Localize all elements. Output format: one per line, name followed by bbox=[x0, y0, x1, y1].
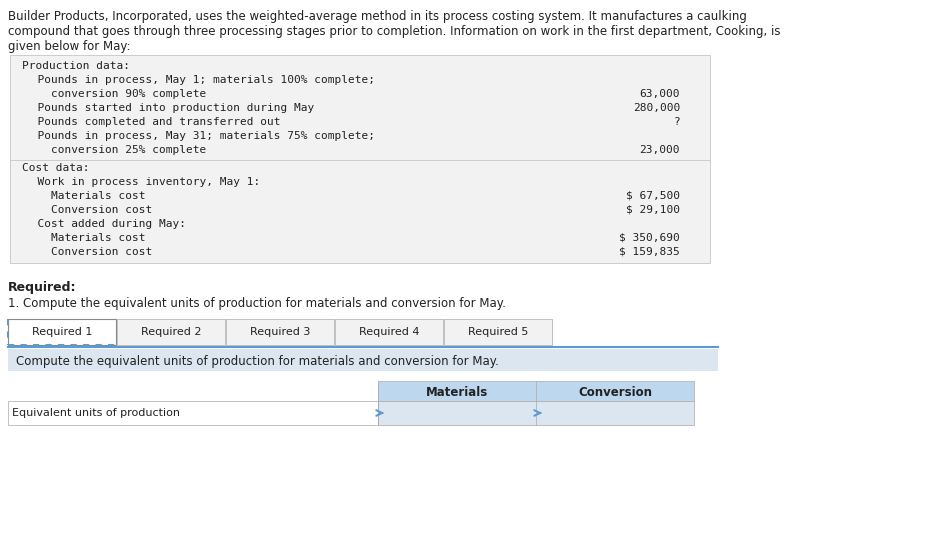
Text: Required 5: Required 5 bbox=[468, 327, 529, 337]
Text: $ 350,690: $ 350,690 bbox=[619, 233, 680, 243]
Text: Conversion: Conversion bbox=[578, 386, 652, 399]
Text: 23,000: 23,000 bbox=[639, 145, 680, 155]
Text: Cost data:: Cost data: bbox=[22, 163, 90, 173]
Text: Equivalent units of production: Equivalent units of production bbox=[12, 408, 180, 418]
Text: Required 4: Required 4 bbox=[359, 327, 419, 337]
Text: Work in process inventory, May 1:: Work in process inventory, May 1: bbox=[24, 177, 261, 187]
Text: conversion 90% complete: conversion 90% complete bbox=[24, 89, 206, 99]
Bar bbox=[444, 319, 552, 345]
Text: Pounds in process, May 1; materials 100% complete;: Pounds in process, May 1; materials 100%… bbox=[24, 75, 375, 85]
Bar bbox=[378, 381, 694, 401]
Text: $ 159,835: $ 159,835 bbox=[619, 247, 680, 257]
Bar bbox=[117, 319, 225, 345]
Bar bbox=[226, 319, 334, 345]
Bar bbox=[335, 319, 443, 345]
Text: Pounds completed and transferred out: Pounds completed and transferred out bbox=[24, 117, 280, 127]
Text: Production data:: Production data: bbox=[22, 61, 130, 71]
Text: Builder Products, Incorporated, uses the weighted-average method in its process : Builder Products, Incorporated, uses the… bbox=[8, 10, 747, 23]
Text: Materials: Materials bbox=[426, 386, 488, 399]
Bar bbox=[8, 401, 378, 425]
Text: Pounds in process, May 31; materials 75% complete;: Pounds in process, May 31; materials 75%… bbox=[24, 131, 375, 141]
Text: 1. Compute the equivalent units of production for materials and conversion for M: 1. Compute the equivalent units of produ… bbox=[8, 297, 506, 310]
Text: Conversion cost: Conversion cost bbox=[24, 205, 152, 215]
Text: 280,000: 280,000 bbox=[632, 103, 680, 113]
Bar bbox=[10, 55, 710, 263]
Text: Required 2: Required 2 bbox=[141, 327, 201, 337]
Bar bbox=[8, 349, 718, 371]
Text: Pounds started into production during May: Pounds started into production during Ma… bbox=[24, 103, 314, 113]
Text: Compute the equivalent units of production for materials and conversion for May.: Compute the equivalent units of producti… bbox=[16, 355, 498, 368]
Text: 63,000: 63,000 bbox=[639, 89, 680, 99]
Text: Cost added during May:: Cost added during May: bbox=[24, 219, 186, 229]
Text: Required 3: Required 3 bbox=[250, 327, 311, 337]
Bar bbox=[378, 401, 694, 425]
Text: Conversion cost: Conversion cost bbox=[24, 247, 152, 257]
Text: compound that goes through three processing stages prior to completion. Informat: compound that goes through three process… bbox=[8, 25, 781, 38]
Bar bbox=[8, 319, 116, 345]
Text: Materials cost: Materials cost bbox=[24, 191, 145, 201]
Text: Materials cost: Materials cost bbox=[24, 233, 145, 243]
Text: Required:: Required: bbox=[8, 281, 76, 294]
Text: conversion 25% complete: conversion 25% complete bbox=[24, 145, 206, 155]
Text: given below for May:: given below for May: bbox=[8, 40, 130, 53]
Text: $ 29,100: $ 29,100 bbox=[626, 205, 680, 215]
Text: Required 1: Required 1 bbox=[32, 327, 93, 337]
Text: ?: ? bbox=[673, 117, 680, 127]
Text: $ 67,500: $ 67,500 bbox=[626, 191, 680, 201]
